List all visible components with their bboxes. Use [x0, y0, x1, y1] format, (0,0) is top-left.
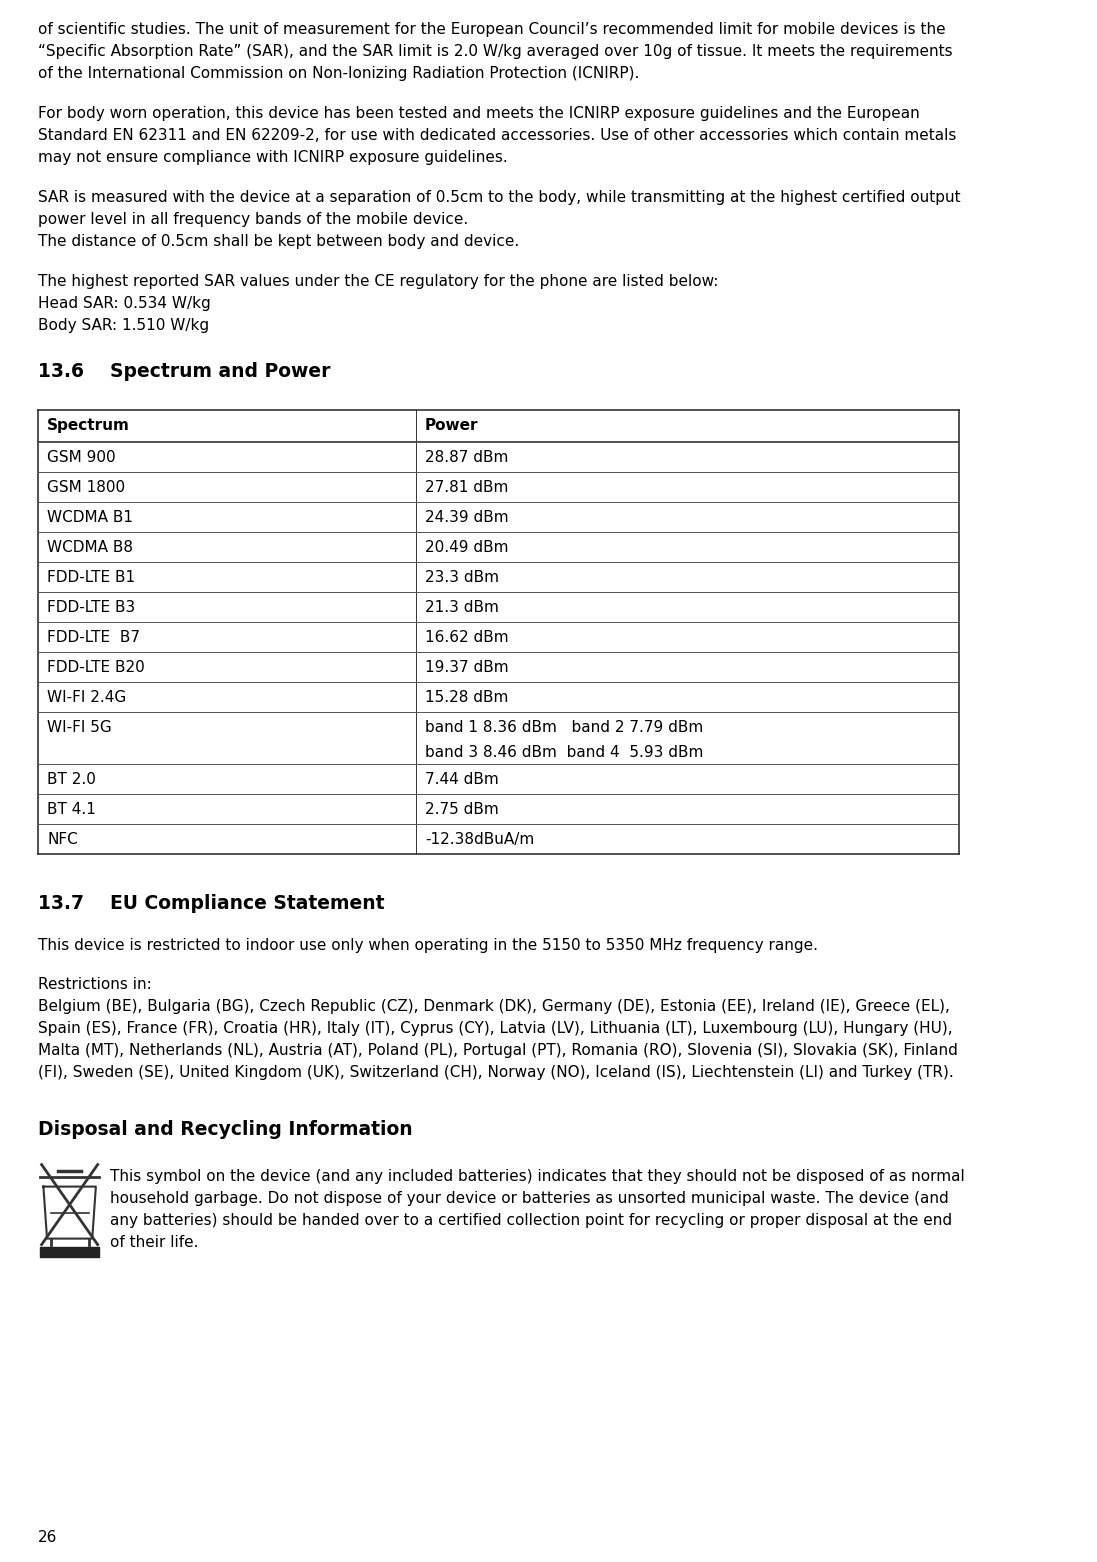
Text: of scientific studies. The unit of measurement for the European Council’s recomm: of scientific studies. The unit of measu…: [38, 22, 946, 37]
Text: For body worn operation, this device has been tested and meets the ICNIRP exposu: For body worn operation, this device has…: [38, 106, 919, 120]
Text: FDD-LTE B20: FDD-LTE B20: [47, 661, 145, 675]
Text: WCDMA B1: WCDMA B1: [47, 511, 133, 525]
Text: Body SAR: 1.510 W/kg: Body SAR: 1.510 W/kg: [38, 319, 210, 333]
Text: GSM 900: GSM 900: [47, 450, 115, 465]
Text: Power: Power: [425, 419, 478, 433]
Text: 13.7    EU Compliance Statement: 13.7 EU Compliance Statement: [38, 893, 384, 912]
Text: BT 4.1: BT 4.1: [47, 801, 95, 817]
Text: Belgium (BE), Bulgaria (BG), Czech Republic (CZ), Denmark (DK), Germany (DE), Es: Belgium (BE), Bulgaria (BG), Czech Repub…: [38, 1000, 950, 1014]
Text: of the International Commission on Non-Ionizing Radiation Protection (ICNIRP).: of the International Commission on Non-I…: [38, 66, 640, 81]
Text: Spectrum: Spectrum: [47, 419, 129, 433]
Text: household garbage. Do not dispose of your device or batteries as unsorted munici: household garbage. Do not dispose of you…: [111, 1190, 949, 1206]
Text: “Specific Absorption Rate” (SAR), and the SAR limit is 2.0 W/kg averaged over 10: “Specific Absorption Rate” (SAR), and th…: [38, 44, 952, 59]
Text: 20.49 dBm: 20.49 dBm: [425, 540, 509, 555]
Text: This symbol on the device (and any included batteries) indicates that they shoul: This symbol on the device (and any inclu…: [111, 1168, 965, 1184]
Text: 7.44 dBm: 7.44 dBm: [425, 772, 499, 787]
Text: 23.3 dBm: 23.3 dBm: [425, 570, 499, 586]
Text: BT 2.0: BT 2.0: [47, 772, 95, 787]
Text: (FI), Sweden (SE), United Kingdom (UK), Switzerland (CH), Norway (NO), Iceland (: (FI), Sweden (SE), United Kingdom (UK), …: [38, 1065, 953, 1081]
Text: FDD-LTE B1: FDD-LTE B1: [47, 570, 135, 586]
Text: 2.75 dBm: 2.75 dBm: [425, 801, 499, 817]
Text: band 3 8.46 dBm  band 4  5.93 dBm: band 3 8.46 dBm band 4 5.93 dBm: [425, 745, 703, 761]
Text: band 1 8.36 dBm   band 2 7.79 dBm: band 1 8.36 dBm band 2 7.79 dBm: [425, 720, 703, 736]
Text: FDD-LTE  B7: FDD-LTE B7: [47, 629, 140, 645]
Text: WCDMA B8: WCDMA B8: [47, 540, 133, 555]
Text: The highest reported SAR values under the CE regulatory for the phone are listed: The highest reported SAR values under th…: [38, 273, 719, 289]
Text: 13.6    Spectrum and Power: 13.6 Spectrum and Power: [38, 361, 330, 381]
Text: 21.3 dBm: 21.3 dBm: [425, 600, 499, 615]
Text: 24.39 dBm: 24.39 dBm: [425, 511, 509, 525]
Text: 27.81 dBm: 27.81 dBm: [425, 480, 508, 495]
Text: Head SAR: 0.534 W/kg: Head SAR: 0.534 W/kg: [38, 297, 211, 311]
Text: WI-FI 2.4G: WI-FI 2.4G: [47, 690, 126, 704]
Text: any batteries) should be handed over to a certified collection point for recycli: any batteries) should be handed over to …: [111, 1212, 952, 1228]
Text: FDD-LTE B3: FDD-LTE B3: [47, 600, 135, 615]
Text: WI-FI 5G: WI-FI 5G: [47, 720, 112, 736]
Text: NFC: NFC: [47, 833, 78, 847]
Text: Malta (MT), Netherlands (NL), Austria (AT), Poland (PL), Portugal (PT), Romania : Malta (MT), Netherlands (NL), Austria (A…: [38, 1043, 958, 1057]
Text: 16.62 dBm: 16.62 dBm: [425, 629, 509, 645]
Text: Standard EN 62311 and EN 62209-2, for use with dedicated accessories. Use of oth: Standard EN 62311 and EN 62209-2, for us…: [38, 128, 957, 144]
Text: GSM 1800: GSM 1800: [47, 480, 125, 495]
Text: SAR is measured with the device at a separation of 0.5cm to the body, while tran: SAR is measured with the device at a sep…: [38, 191, 961, 205]
Text: power level in all frequency bands of the mobile device.: power level in all frequency bands of th…: [38, 212, 468, 226]
Text: may not ensure compliance with ICNIRP exposure guidelines.: may not ensure compliance with ICNIRP ex…: [38, 150, 508, 166]
Text: 15.28 dBm: 15.28 dBm: [425, 690, 508, 704]
Text: of their life.: of their life.: [111, 1234, 199, 1250]
Text: The distance of 0.5cm shall be kept between body and device.: The distance of 0.5cm shall be kept betw…: [38, 234, 519, 248]
Text: Disposal and Recycling Information: Disposal and Recycling Information: [38, 1120, 412, 1139]
Text: 28.87 dBm: 28.87 dBm: [425, 450, 508, 465]
Text: Restrictions in:: Restrictions in:: [38, 978, 151, 992]
Text: 26: 26: [38, 1531, 57, 1545]
Text: This device is restricted to indoor use only when operating in the 5150 to 5350 : This device is restricted to indoor use …: [38, 937, 818, 953]
Text: 19.37 dBm: 19.37 dBm: [425, 661, 509, 675]
Text: -12.38dBuA/m: -12.38dBuA/m: [425, 833, 534, 847]
Text: Spain (ES), France (FR), Croatia (HR), Italy (IT), Cyprus (CY), Latvia (LV), Lit: Spain (ES), France (FR), Croatia (HR), I…: [38, 1022, 952, 1036]
